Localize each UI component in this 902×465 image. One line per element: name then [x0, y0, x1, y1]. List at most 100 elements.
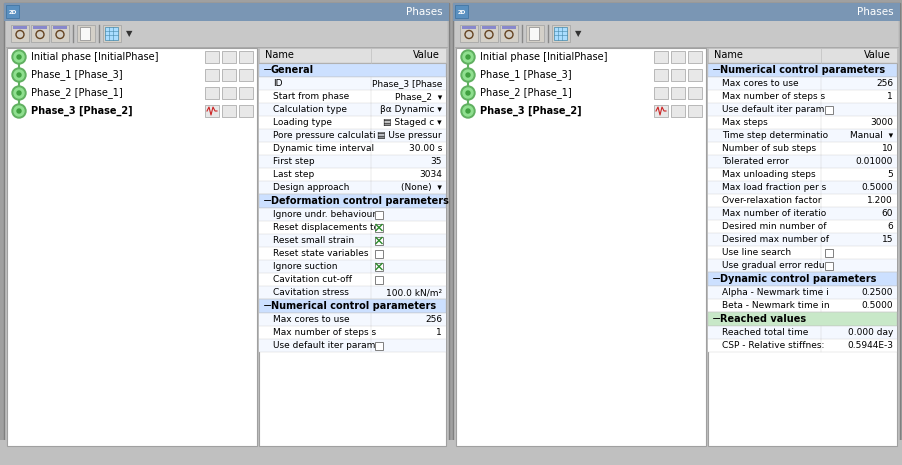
Bar: [222, 87, 235, 99]
Bar: [670, 105, 685, 117]
Bar: [707, 168, 896, 181]
Bar: [374, 224, 382, 232]
Bar: [707, 116, 896, 129]
Text: Desired min number of: Desired min number of: [722, 222, 825, 231]
Text: 60: 60: [880, 209, 892, 218]
Bar: [824, 248, 832, 257]
Text: Phase_3 [Phase_2]: Phase_3 [Phase_2]: [480, 106, 581, 116]
Circle shape: [461, 104, 474, 118]
Circle shape: [12, 68, 26, 82]
Text: ▼: ▼: [575, 29, 581, 38]
Text: Phases: Phases: [856, 7, 893, 17]
Bar: [374, 263, 382, 271]
Text: Phase_1 [Phase_3]: Phase_1 [Phase_3]: [31, 70, 123, 80]
Bar: [259, 48, 446, 446]
Bar: [707, 339, 896, 352]
Text: Phase_3 [Phase_2]: Phase_3 [Phase_2]: [31, 106, 133, 116]
Bar: [259, 142, 446, 155]
Bar: [462, 26, 475, 29]
Bar: [222, 51, 235, 63]
Bar: [259, 221, 446, 234]
Text: Tolerated error: Tolerated error: [722, 157, 787, 166]
Bar: [707, 194, 896, 207]
Text: Use line search: Use line search: [722, 248, 790, 257]
Text: ▤ Staged c ▾: ▤ Staged c ▾: [383, 118, 441, 127]
Text: Max cores to use: Max cores to use: [722, 79, 797, 88]
Bar: [259, 260, 446, 273]
Bar: [11, 25, 29, 42]
Bar: [239, 69, 253, 81]
Text: 0.000 day: 0.000 day: [847, 328, 892, 337]
Text: Loading type: Loading type: [272, 118, 332, 127]
Text: Dynamic control parameters: Dynamic control parameters: [719, 274, 876, 284]
Bar: [526, 25, 543, 42]
Text: Ignore undr. behaviour: Ignore undr. behaviour: [272, 210, 376, 219]
Circle shape: [14, 70, 24, 80]
Bar: [205, 105, 219, 117]
Text: 6: 6: [887, 222, 892, 231]
Bar: [259, 208, 446, 221]
Bar: [374, 341, 382, 350]
Bar: [653, 105, 667, 117]
Text: 0.5000: 0.5000: [861, 301, 892, 310]
Bar: [707, 48, 896, 63]
Bar: [653, 69, 667, 81]
Text: Dynamic time interval: Dynamic time interval: [272, 144, 373, 153]
Bar: [0, 440, 902, 465]
Circle shape: [12, 50, 26, 64]
Bar: [707, 312, 896, 326]
Bar: [239, 87, 253, 99]
Circle shape: [465, 73, 469, 77]
Circle shape: [17, 91, 21, 95]
Circle shape: [465, 109, 469, 113]
Text: Design approach: Design approach: [272, 183, 349, 192]
Bar: [687, 69, 701, 81]
Text: 2D: 2D: [8, 9, 16, 14]
Bar: [707, 299, 896, 312]
Bar: [453, 3, 899, 451]
Bar: [455, 21, 897, 47]
Bar: [205, 87, 219, 99]
Text: Desired max number of: Desired max number of: [722, 235, 828, 244]
Text: Value: Value: [413, 51, 439, 60]
Text: Initial phase [InitialPhase]: Initial phase [InitialPhase]: [31, 52, 159, 62]
Text: −: −: [711, 314, 721, 324]
Text: −: −: [711, 65, 721, 75]
Text: 1.200: 1.200: [866, 196, 892, 205]
Text: Pore pressure calculati: Pore pressure calculati: [272, 131, 375, 140]
Text: 0.2500: 0.2500: [861, 288, 892, 297]
Bar: [653, 51, 667, 63]
Bar: [707, 233, 896, 246]
Bar: [31, 25, 49, 42]
Text: Initial phase [InitialPhase]: Initial phase [InitialPhase]: [480, 52, 607, 62]
Bar: [707, 220, 896, 233]
Bar: [687, 87, 701, 99]
Circle shape: [12, 86, 26, 100]
Bar: [453, 3, 899, 21]
Text: 256: 256: [875, 79, 892, 88]
Bar: [259, 90, 446, 103]
Circle shape: [465, 91, 469, 95]
Text: Phase_2  ▾: Phase_2 ▾: [394, 92, 441, 101]
Bar: [529, 27, 538, 40]
Bar: [480, 25, 497, 42]
Text: Number of sub steps: Number of sub steps: [722, 144, 815, 153]
Circle shape: [463, 70, 473, 80]
Circle shape: [463, 52, 473, 62]
Text: Reset state variables: Reset state variables: [272, 249, 368, 258]
Circle shape: [461, 50, 474, 64]
Circle shape: [17, 55, 21, 59]
Bar: [259, 194, 446, 208]
Text: ▤ Use pressur: ▤ Use pressur: [377, 131, 441, 140]
Text: Use default iter param: Use default iter param: [272, 341, 375, 350]
Bar: [4, 3, 448, 451]
Bar: [707, 286, 896, 299]
Bar: [707, 259, 896, 272]
Bar: [103, 25, 121, 42]
Text: 5: 5: [887, 170, 892, 179]
Bar: [259, 247, 446, 260]
Text: 100.0 kN/m²: 100.0 kN/m²: [385, 288, 441, 297]
Text: Phase_3 [Phase: Phase_3 [Phase: [372, 79, 441, 88]
Text: 0.01000: 0.01000: [855, 157, 892, 166]
Bar: [707, 103, 896, 116]
